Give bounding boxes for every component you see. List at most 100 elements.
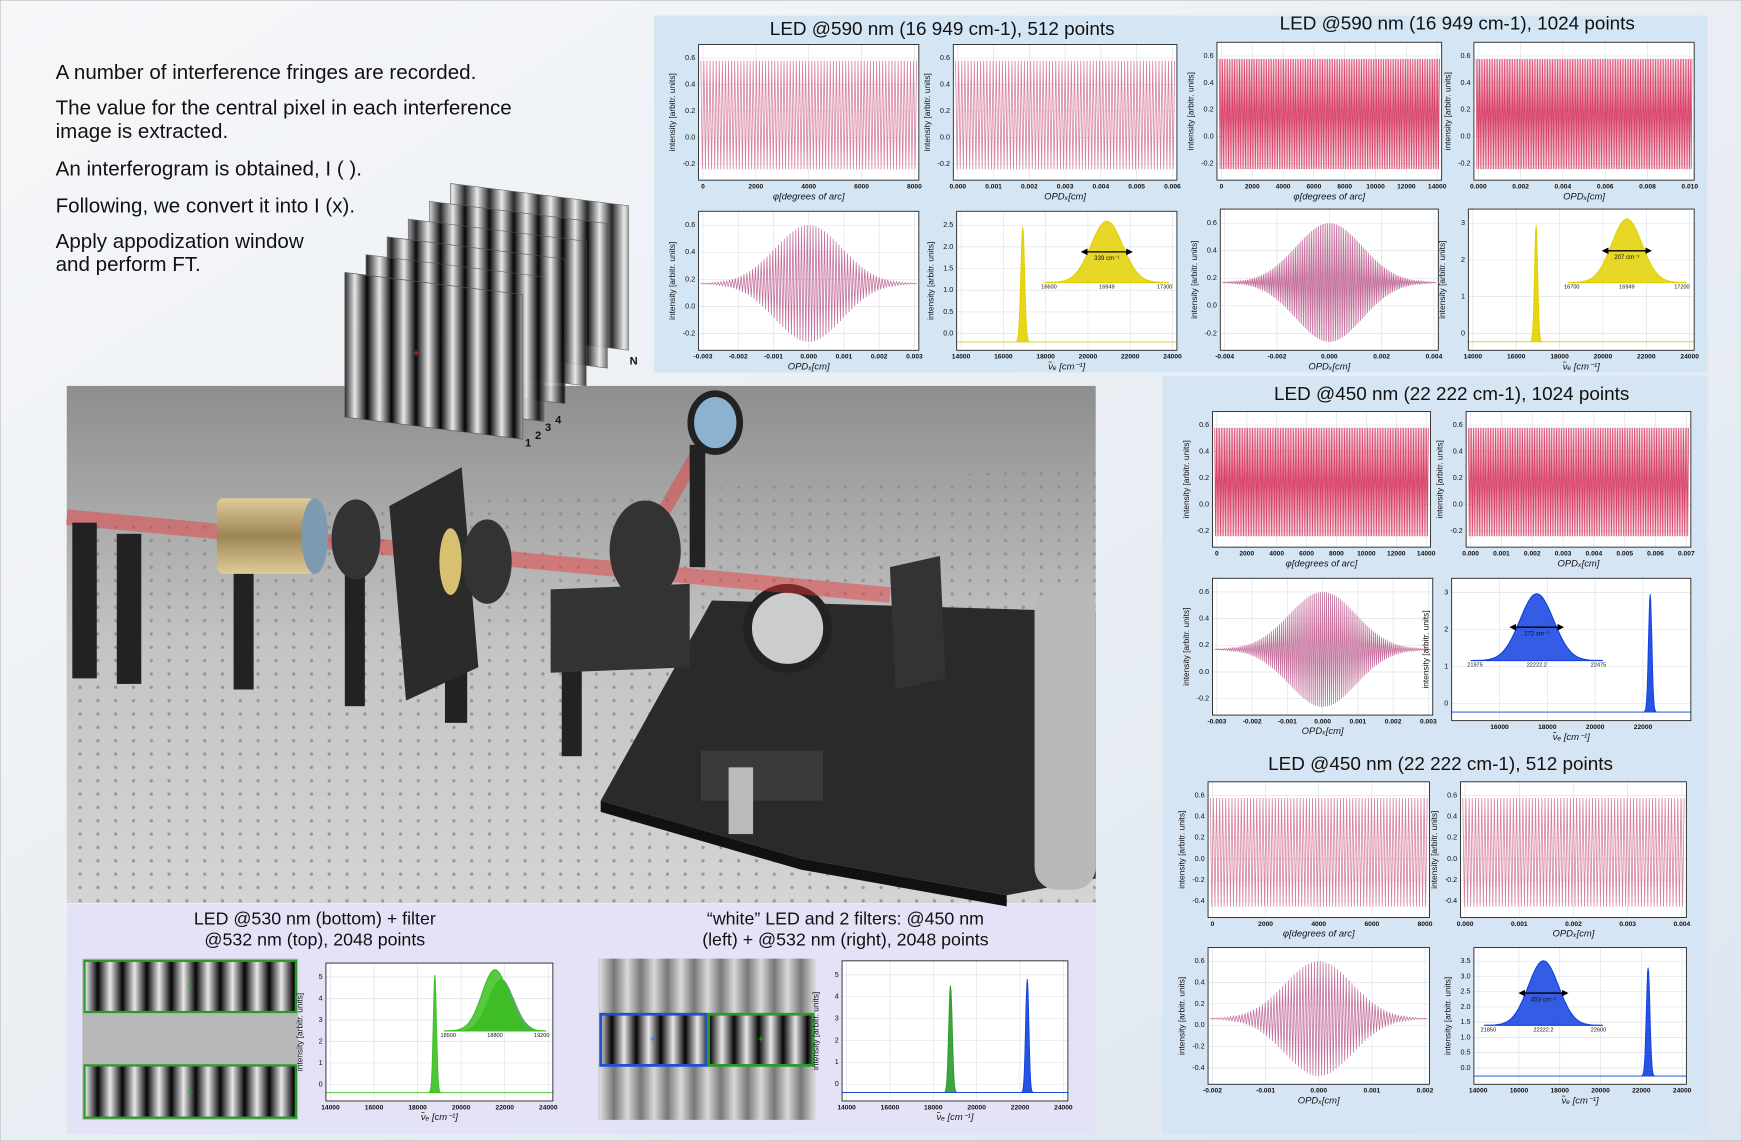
x-tick-label: 0.000 [1310, 1088, 1327, 1095]
x-tick-label: 14000 [1469, 1088, 1488, 1095]
plot: 0.60.40.20.0-0.2-0.004-0.0020.0000.0020.… [1189, 209, 1443, 372]
x-tick-label: 2000 [1239, 551, 1254, 558]
x-axis-label: ν̃ₑ [cm⁻¹] [936, 1111, 974, 1123]
y-tick-label: -0.2 [1458, 159, 1470, 168]
x-tick-label: 12000 [1387, 551, 1406, 558]
x-tick-label: 0.002 [1021, 184, 1038, 191]
x-axis-label: OPDₓ[cm] [1044, 191, 1086, 202]
x-tick-label: 0.002 [1373, 354, 1390, 361]
y-tick-label: -0.4 [1445, 896, 1457, 905]
x-axis-label: OPDₓ[cm] [788, 361, 830, 372]
y-tick-label: 0.4 [1195, 977, 1205, 986]
x-tick-label: 16000 [994, 354, 1013, 361]
x-axis-label: ν̃ₑ [cm⁻¹] [1048, 360, 1086, 372]
plot: 0.60.40.20.0-0.20.0000.0020.0040.0060.00… [1443, 42, 1699, 202]
y-tick-label: 0.2 [1453, 473, 1463, 482]
y-tick-label: 0.4 [685, 79, 695, 88]
x-tick-label: 0.000 [949, 184, 966, 191]
cross: + [758, 1034, 765, 1046]
y-tick-label: 0 [319, 1079, 323, 1088]
frame-label: 1 [525, 438, 531, 450]
x-tick-label: 6000 [1364, 921, 1379, 928]
y-tick-label: 3 [1461, 218, 1465, 227]
micrometer [729, 767, 753, 834]
x-tick-label: 0.004 [1093, 184, 1110, 191]
x-tick-label: 0.004 [1555, 184, 1572, 191]
x-tick-label: 0 [1220, 184, 1224, 191]
fringe-frame [345, 272, 523, 439]
y-tick-label: 0.2 [1207, 273, 1217, 282]
x-tick-label: 14000 [1417, 551, 1436, 558]
y-tick-label: 0.6 [940, 53, 950, 62]
panel-title: LED @590 nm (16 949 cm-1), 1024 points [1280, 13, 1635, 34]
plot-area [326, 963, 553, 1101]
x-tick-label: 24000 [1673, 1088, 1692, 1095]
panel-title: LED @450 nm (22 222 cm-1), 512 points [1268, 754, 1613, 775]
y-tick-label: 0 [1444, 698, 1448, 707]
mount-block [551, 584, 690, 673]
y-axis-label: intensity [arbitr. units] [1420, 610, 1430, 688]
x-tick-label: 0 [1215, 551, 1219, 558]
x-tick-label: 0.002 [1417, 1088, 1434, 1095]
frame-label: N [630, 355, 638, 367]
x-tick-label: 0 [1211, 921, 1215, 928]
x-tick-label: 24000 [539, 1104, 558, 1111]
y-tick-label: 0.0 [1461, 132, 1471, 141]
x-tick-label: 6000 [1306, 184, 1321, 191]
fwhm-label: 339 cm⁻¹ [1094, 255, 1119, 262]
plot: 3.53.02.52.01.51.00.50.01400016000180002… [1443, 947, 1692, 1106]
panel-title: @532 nm (top), 2048 points [204, 930, 425, 950]
y-tick-label: 0.2 [1195, 999, 1205, 1008]
y-tick-label: 0.4 [940, 79, 950, 88]
y-axis-label: intensity [arbitr. units] [1443, 977, 1453, 1055]
panel-title: LED @450 nm (22 222 cm-1), 1024 points [1274, 384, 1629, 405]
x-tick-label: 0.003 [906, 354, 923, 361]
x-tick-label: 0.000 [1457, 921, 1474, 928]
x-tick-label: 18000 [1550, 354, 1569, 361]
x-tick-label: 8000 [1418, 921, 1433, 928]
y-tick-label: 0.0 [1453, 499, 1463, 508]
x-tick-label: 14000 [1428, 184, 1447, 191]
y-tick-label: -0.4 [1192, 1063, 1204, 1072]
inset-tick-label: 22222.2 [1533, 1027, 1553, 1033]
y-tick-label: 5 [835, 970, 839, 979]
y-tick-label: 0.0 [685, 301, 695, 310]
y-tick-label: -0.2 [683, 329, 695, 338]
x-tick-label: 20000 [1586, 724, 1605, 731]
y-tick-label: 3 [835, 1013, 839, 1022]
y-tick-label: 1 [1444, 661, 1448, 670]
panel-title: (left) + @532 nm (right), 2048 points [702, 930, 989, 950]
y-tick-label: 0.0 [1199, 667, 1209, 676]
y-tick-label: 0.2 [1199, 473, 1209, 482]
frame-label: 2 [535, 430, 541, 442]
intro-line: A number of interference fringes are rec… [56, 61, 477, 84]
x-axis-label: ν̃ₑ [cm⁻¹] [421, 1111, 459, 1123]
inset-tick-label: 18500 [441, 1033, 456, 1039]
y-axis-label: intensity [arbitr. units] [1189, 241, 1199, 319]
x-tick-label: 12000 [1397, 184, 1416, 191]
y-tick-label: 2.5 [943, 220, 953, 229]
y-axis-label: intensity [arbitr. units] [1181, 440, 1191, 518]
y-tick-label: 0.4 [1461, 78, 1471, 87]
panel-title: “white” LED and 2 filters: @450 nm [707, 908, 984, 928]
x-tick-label: 16000 [365, 1104, 384, 1111]
x-tick-label: 0.007 [1678, 551, 1695, 558]
x-tick-label: 8000 [1329, 551, 1344, 558]
cross: + [187, 1086, 194, 1098]
intro-line: An interferogram is obtained, I ( ). [56, 158, 362, 181]
x-axis-label: ν̃ₑ [cm⁻¹] [1562, 360, 1600, 372]
y-tick-label: 2 [1461, 255, 1465, 264]
x-tick-label: 0.001 [1493, 551, 1510, 558]
y-tick-label: 0.4 [1453, 446, 1463, 455]
panel-title: LED @530 nm (bottom) + filter [194, 908, 436, 928]
y-tick-label: 1.5 [943, 263, 953, 272]
y-tick-label: 2 [319, 1036, 323, 1045]
inset-tick-label: 22475 [1591, 662, 1606, 668]
x-tick-label: 6000 [854, 184, 869, 191]
plot: 543210140001600018000200002200024000ν̃ₑ … [811, 961, 1073, 1123]
x-tick-label: -0.003 [694, 354, 713, 361]
inset-tick-label: 22600 [1591, 1027, 1606, 1033]
y-tick-label: 2.5 [1461, 987, 1471, 996]
